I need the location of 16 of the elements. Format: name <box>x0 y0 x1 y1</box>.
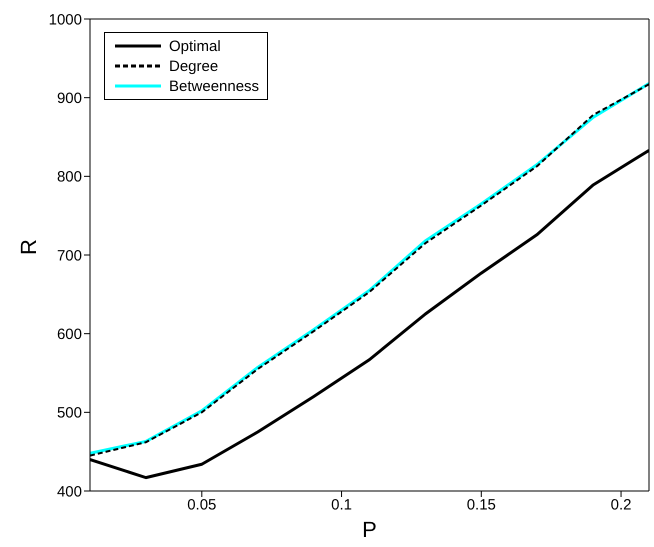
legend-label: Betweenness <box>169 78 260 94</box>
legend-label: Degree <box>169 58 218 74</box>
x-tick-label: 0.05 <box>187 496 216 514</box>
x-tick-label: 0.15 <box>466 496 496 514</box>
x-tick-label: 0.2 <box>610 496 632 514</box>
y-tick-label: 800 <box>56 168 82 186</box>
x-axis-title: P <box>362 517 377 542</box>
y-tick-label: 700 <box>56 247 82 264</box>
y-tick-label: 400 <box>56 483 82 500</box>
y-axis-title: R <box>16 239 41 255</box>
x-tick-label: 0.1 <box>331 496 352 514</box>
y-tick-label: 500 <box>56 404 82 422</box>
legend-label: Optimal <box>169 38 221 54</box>
y-tick-label: 1000 <box>48 11 82 28</box>
y-tick-label: 900 <box>56 90 82 107</box>
y-tick-label: 600 <box>56 326 82 343</box>
